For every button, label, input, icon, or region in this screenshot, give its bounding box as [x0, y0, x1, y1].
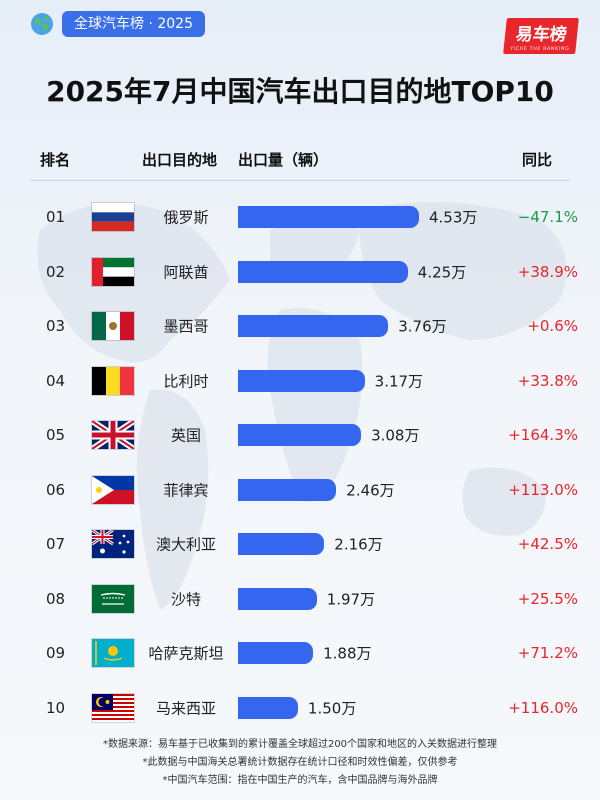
yoy-change: +164.3% [508, 426, 578, 444]
malaysia-flag-icon [92, 693, 134, 722]
brand-logo: 易车榜 YICHE THE RANKING [503, 18, 579, 54]
rank-number: 04 [46, 371, 66, 390]
ranking-row: 02 阿联酋 4.25万 +38.9% [0, 245, 600, 299]
rank-number: 01 [46, 208, 66, 226]
export-bar [238, 587, 317, 610]
value-label: 4.25万 [417, 263, 467, 281]
globe-icon [31, 13, 53, 35]
value-label: 3.76万 [398, 317, 447, 336]
export-bar [238, 533, 325, 555]
rank-number: 02 [46, 262, 66, 281]
export-bar [238, 424, 362, 446]
philippines-flag-icon [92, 475, 134, 504]
value-label: 1.97万 [326, 590, 376, 608]
country-name: 墨西哥 [163, 317, 209, 336]
value-label: 2.46万 [346, 481, 395, 499]
yoy-change: +113.0% [508, 480, 578, 499]
country-name: 菲律宾 [163, 481, 209, 499]
kazakhstan-flag-icon [92, 639, 134, 667]
ranking-row: 03 墨西哥 3.76万 +0.6% [0, 299, 600, 353]
country-name: 沙特 [170, 590, 201, 608]
country-name: 俄罗斯 [163, 208, 209, 227]
export-bar [238, 260, 408, 283]
export-bar [238, 315, 389, 337]
country-name: 英国 [170, 426, 201, 445]
yoy-change: +71.2% [517, 644, 578, 662]
ranking-row: 01 俄罗斯 4.53万 −47.1% [0, 190, 600, 244]
yoy-change: +0.6% [527, 317, 578, 335]
ranking-row: 06 菲律宾 2.46万 +113.0% [0, 463, 600, 517]
ranking-row: 04 比利时 3.17万 +33.8% [0, 354, 600, 408]
yoy-change: +38.9% [517, 262, 578, 281]
country-name: 马来西亚 [155, 699, 216, 717]
country-name: 比利时 [163, 372, 209, 390]
value-label: 2.16万 [334, 535, 383, 554]
australia-flag-icon [92, 530, 134, 558]
belgium-flag-icon [92, 366, 134, 395]
export-bar [238, 696, 298, 719]
value-label: 4.53万 [429, 208, 478, 227]
russia-flag-icon [92, 203, 134, 231]
country-name: 阿联酋 [163, 263, 209, 281]
rank-number: 03 [46, 317, 66, 335]
footnote-source: *数据来源：易车基于已收集到的累计覆盖全球超过200个国家和地区的入关数据进行整… [102, 739, 498, 750]
ranking-row: 10 马来西亚 1.50万 +116.0% [0, 681, 600, 735]
badge: 全球汽车榜 · 2025 [30, 10, 205, 38]
country-name: 哈萨克斯坦 [148, 644, 224, 663]
uk-flag-icon [92, 421, 134, 449]
footnotes: *数据来源：易车基于已收集到的累计覆盖全球超过200个国家和地区的入关数据进行整… [0, 736, 600, 790]
value-label: 3.08万 [371, 426, 420, 445]
brand-sub: YICHE THE RANKING [509, 46, 570, 52]
header-yoy: 同比 [522, 151, 553, 169]
value-label: 3.17万 [374, 372, 424, 390]
yoy-change: +42.5% [517, 535, 578, 553]
ranking-row: 09 哈萨克斯坦 1.88万 +71.2% [0, 626, 600, 680]
country-name: 澳大利亚 [155, 535, 216, 554]
rank-number: 07 [46, 535, 66, 553]
rank-number: 10 [46, 698, 66, 717]
export-bar [238, 642, 314, 664]
ranking-row: 05 英国 3.08万 +164.3% [0, 408, 600, 462]
uae-flag-icon [92, 257, 134, 286]
ranking-row: 08 沙特 1.97万 +25.5% [0, 572, 600, 626]
ranking-row: 07 澳大利亚 2.16万 +42.5% [0, 517, 600, 571]
yoy-change: +25.5% [517, 589, 578, 608]
header-divider [30, 180, 570, 181]
value-label: 1.88万 [323, 644, 372, 663]
rank-number: 06 [46, 480, 66, 499]
chart-title: 2025年7月中国汽车出口目的地TOP10 [46, 75, 554, 108]
rank-number: 08 [46, 589, 66, 608]
value-label: 1.50万 [307, 699, 357, 717]
header-rank: 排名 [40, 151, 71, 169]
export-bar [238, 206, 419, 228]
export-bar [238, 369, 365, 392]
header-destination: 出口目的地 [142, 151, 218, 169]
header-volume: 出口量（辆） [238, 151, 329, 169]
footnote-disclaimer: *此数据与中国海关总署统计数据存在统计口径和时效性偏差，仅供参考 [142, 757, 458, 768]
yoy-change: +33.8% [517, 371, 578, 390]
mexico-flag-icon [92, 312, 134, 340]
export-bar [238, 478, 337, 501]
yoy-change: +116.0% [508, 698, 578, 717]
rank-number: 05 [46, 426, 66, 444]
badge-label: 全球汽车榜 · 2025 [62, 11, 205, 37]
rank-number: 09 [46, 644, 66, 662]
saudi-flag-icon [92, 584, 134, 613]
brand-name: 易车榜 [514, 25, 568, 45]
footnote-scope: *中国汽车范围：指在中国生产的汽车，含中国品牌与海外品牌 [162, 775, 438, 786]
yoy-change: −47.1% [517, 208, 578, 226]
